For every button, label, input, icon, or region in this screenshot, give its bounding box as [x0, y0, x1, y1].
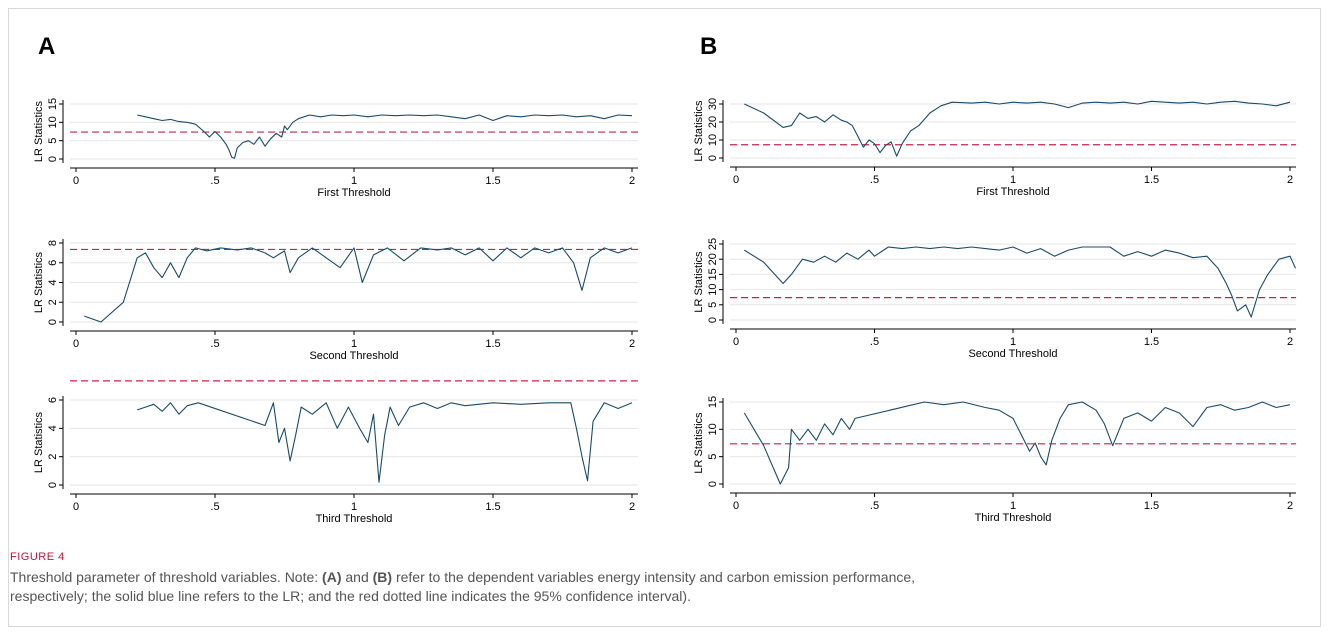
chart-3-x-tick-label-0: 0 — [73, 501, 79, 513]
chart-1-y-tick-label-0: 0 — [47, 156, 59, 162]
chart-1-x-tick-label-2: 1 — [351, 175, 357, 187]
chart-2-x-tick-label-4: 2 — [629, 338, 635, 350]
chart-4-x-tick-label-2: 1 — [1010, 174, 1016, 186]
figure-caption: Threshold parameter of threshold variabl… — [10, 569, 916, 604]
chart-2-y-tick-label-2: 4 — [47, 279, 59, 285]
chart-6-x-tick-label-3: 1.5 — [1144, 500, 1159, 512]
chart-2-x-tick-label-1: .5 — [210, 338, 219, 350]
caption-panel-a-ref: (A) — [322, 569, 342, 585]
figure-caption-label: FIGURE 4 — [10, 551, 65, 563]
chart-1-x-tick-label-1: .5 — [210, 175, 219, 187]
chart-6-x-tick-label-1: .5 — [870, 500, 879, 512]
chart-2-y-tick-label-4: 8 — [47, 240, 59, 246]
chart-1-x-tick-label-3: 1.5 — [485, 175, 500, 187]
chart-5-x-tick-label-3: 1.5 — [1144, 336, 1159, 348]
chart-5-x-tick-label-2: 1 — [1010, 336, 1016, 348]
chart-4-y-tick-label-2: 20 — [707, 116, 719, 128]
chart-5-x-tick-label-1: .5 — [870, 336, 879, 348]
chart-1-y-tick-label-3: 15 — [47, 98, 59, 110]
chart-5-x-tick-label-0: 0 — [733, 336, 739, 348]
chart-2-y-axis-label: LR Statistics — [33, 251, 45, 313]
chart-6-lr-series-line — [743, 401, 1291, 485]
chart-3-x-axis-label: Third Threshold — [316, 513, 393, 525]
chart-2-x-tick-label-3: 1.5 — [485, 338, 500, 350]
chart-3-x-tick-label-4: 2 — [629, 501, 635, 513]
chart-2-lr-series-line — [84, 247, 633, 323]
chart-1-y-tick-label-1: 5 — [47, 138, 59, 144]
chart-6-x-axis-label: Third Threshold — [975, 512, 1052, 524]
chart-6-x-tick-label-0: 0 — [733, 500, 739, 512]
chart-1-x-axis-label: First Threshold — [317, 187, 390, 199]
panel-letter-b: B — [700, 33, 717, 60]
chart-6-y-tick-label-0: 0 — [707, 481, 719, 487]
chart-6-y-tick-label-3: 15 — [707, 396, 719, 408]
chart-4-x-tick-label-3: 1.5 — [1144, 174, 1159, 186]
chart-3-x-tick-label-2: 1 — [351, 501, 357, 513]
chart-5-y-tick-label-5: 25 — [707, 238, 719, 250]
chart-3-x-tick-label-1: .5 — [210, 501, 219, 513]
chart-6-y-tick-label-2: 10 — [707, 423, 719, 435]
chart-5-y-tick-label-1: 5 — [707, 302, 719, 308]
chart-4-y-axis-label: LR Statistics — [693, 100, 705, 162]
chart-6-x-tick-label-2: 1 — [1010, 500, 1016, 512]
chart-2-x-tick-label-2: 1 — [351, 338, 357, 350]
chart-4-x-axis-label: First Threshold — [976, 186, 1049, 198]
panel-letter-a: A — [38, 33, 55, 60]
chart-6-y-tick-label-1: 5 — [707, 454, 719, 460]
chart-5-y-tick-label-0: 0 — [707, 317, 719, 323]
chart-6-y-axis-label: LR Statistics — [693, 412, 705, 474]
chart-4-x-tick-label-1: .5 — [870, 174, 879, 186]
chart-4-y-tick-label-3: 30 — [707, 98, 719, 110]
chart-3-y-tick-label-0: 0 — [47, 482, 59, 488]
chart-2-y-tick-label-1: 2 — [47, 299, 59, 305]
chart-6-x-tick-label-4: 2 — [1287, 500, 1293, 512]
chart-5-x-axis-label: Second Threshold — [968, 348, 1057, 360]
chart-5-lr-series-line — [744, 246, 1297, 318]
chart-5-y-tick-label-2: 10 — [707, 283, 719, 295]
chart-5-x-tick-label-4: 2 — [1287, 336, 1293, 348]
chart-4-x-tick-label-0: 0 — [733, 174, 739, 186]
chart-3-y-tick-label-1: 2 — [47, 454, 59, 460]
chart-2-y-tick-label-0: 0 — [47, 319, 59, 325]
chart-5-y-tick-label-4: 20 — [707, 253, 719, 265]
chart-4-y-tick-label-1: 10 — [707, 134, 719, 146]
chart-4-x-tick-label-4: 2 — [1287, 174, 1293, 186]
chart-3-y-tick-label-2: 4 — [47, 425, 59, 431]
chart-3-y-tick-label-3: 6 — [47, 397, 59, 403]
chart-1-lr-series-line — [137, 114, 633, 159]
caption-panel-b-ref: (B) — [372, 569, 393, 585]
chart-2-y-tick-label-3: 6 — [47, 260, 59, 266]
chart-3-y-axis-label: LR Statistics — [33, 411, 45, 473]
chart-1-x-tick-label-4: 2 — [629, 175, 635, 187]
chart-4-lr-series-line — [744, 100, 1291, 157]
chart-5-y-axis-label: LR Statistics — [693, 251, 705, 313]
chart-3-lr-series-line — [137, 402, 633, 483]
chart-5-y-tick-label-3: 15 — [707, 268, 719, 280]
chart-2-x-axis-label: Second Threshold — [309, 350, 398, 362]
figure-frame — [8, 8, 1321, 627]
chart-4-y-tick-label-0: 0 — [707, 155, 719, 161]
chart-1-y-axis-label: LR Statistics — [33, 100, 45, 162]
chart-1-y-tick-label-2: 10 — [47, 116, 59, 128]
chart-3-x-tick-label-3: 1.5 — [485, 501, 500, 513]
chart-1-x-tick-label-0: 0 — [73, 175, 79, 187]
chart-2-x-tick-label-0: 0 — [73, 338, 79, 350]
